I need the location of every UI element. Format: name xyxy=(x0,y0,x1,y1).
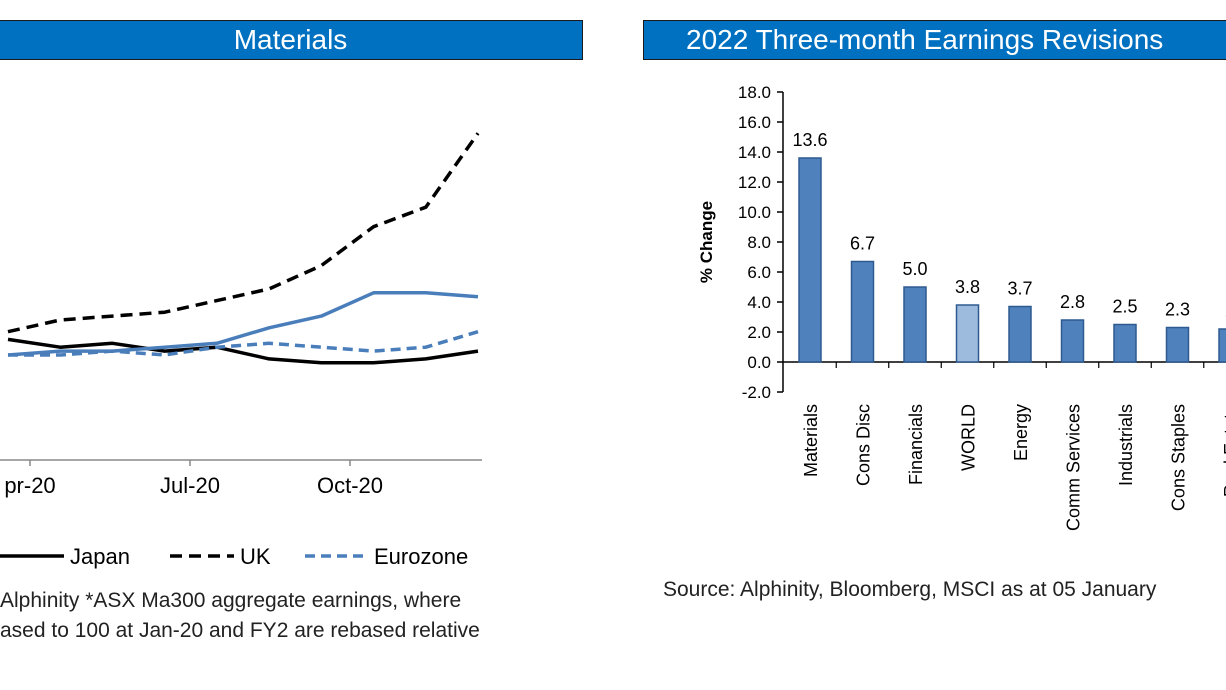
y-tick-label: 2.0 xyxy=(747,323,771,342)
revisions-chart-title: 2022 Three-month Earnings Revisions xyxy=(643,20,1226,60)
left-note-line-2: ased to 100 at Jan-20 and FY2 are rebase… xyxy=(0,619,480,642)
legend-label-japan: Japan xyxy=(70,544,130,569)
y-axis-label: % Change xyxy=(697,201,716,283)
bar-cons-staples xyxy=(1165,326,1190,363)
category-label: Cons Disc xyxy=(854,404,874,486)
y-tick-label: 12.0 xyxy=(738,173,771,192)
data-label: 3.8 xyxy=(955,277,980,297)
bar-comm-services xyxy=(1060,319,1085,363)
category-label: Real Estate xyxy=(1221,404,1226,497)
data-label: 6.7 xyxy=(850,234,875,254)
category-label: Energy xyxy=(1011,404,1031,461)
bar-real-estate xyxy=(1218,328,1226,363)
data-label: 2 xyxy=(1225,301,1226,321)
data-label: 13.6 xyxy=(792,130,827,150)
category-label: Industrials xyxy=(1116,404,1136,486)
y-tick-label: 4.0 xyxy=(747,293,771,312)
data-label: 2.8 xyxy=(1060,292,1085,312)
category-label: Financials xyxy=(906,404,926,485)
bar-world xyxy=(955,304,980,363)
data-label: 3.7 xyxy=(1007,279,1032,299)
materials-line-chart: pr-20 Jul-20 Oct-20 Japan UK Eurozone xyxy=(0,132,482,569)
y-tick-label: -2.0 xyxy=(742,383,771,402)
y-tick-label: 14.0 xyxy=(738,143,771,162)
x-tick-label: pr-20 xyxy=(4,473,55,498)
data-label: 5.0 xyxy=(902,259,927,279)
x-tick-label: Oct-20 xyxy=(317,473,383,498)
source-note: Source: Alphinity, Bloomberg, MSCI as at… xyxy=(663,578,1157,601)
category-label: WORLD xyxy=(959,404,979,471)
series-line-japan xyxy=(7,337,479,365)
bar-materials xyxy=(798,157,822,363)
data-label: 2.3 xyxy=(1165,300,1190,320)
series-line-unlabelled xyxy=(7,291,479,357)
y-tick-label: 6.0 xyxy=(747,263,771,282)
left-note-line-1: Alphinity *ASX Ma300 aggregate earnings,… xyxy=(0,589,462,612)
legend-label-eurozone: Eurozone xyxy=(374,544,468,569)
materials-chart-title: Materials xyxy=(0,20,583,60)
bar-industrials xyxy=(1113,323,1137,363)
bar-energy xyxy=(1008,305,1032,363)
series-line-uk xyxy=(7,132,480,334)
series-line-eurozone xyxy=(8,330,479,357)
x-tick-label: Jul-20 xyxy=(160,473,220,498)
category-label: Materials xyxy=(801,404,821,477)
y-tick-label: 16.0 xyxy=(738,113,771,132)
y-tick-label: 10.0 xyxy=(738,203,771,222)
data-label: 2.5 xyxy=(1112,297,1137,317)
y-tick-label: 0.0 xyxy=(747,353,771,372)
y-tick-label: 18.0 xyxy=(738,83,771,102)
bar-cons-disc xyxy=(850,260,875,363)
legend-label-uk: UK xyxy=(240,544,271,569)
bar-financials xyxy=(903,286,927,363)
y-tick-label: 8.0 xyxy=(747,233,771,252)
category-label: Cons Staples xyxy=(1169,404,1189,511)
category-label: Comm Services xyxy=(1064,404,1084,531)
